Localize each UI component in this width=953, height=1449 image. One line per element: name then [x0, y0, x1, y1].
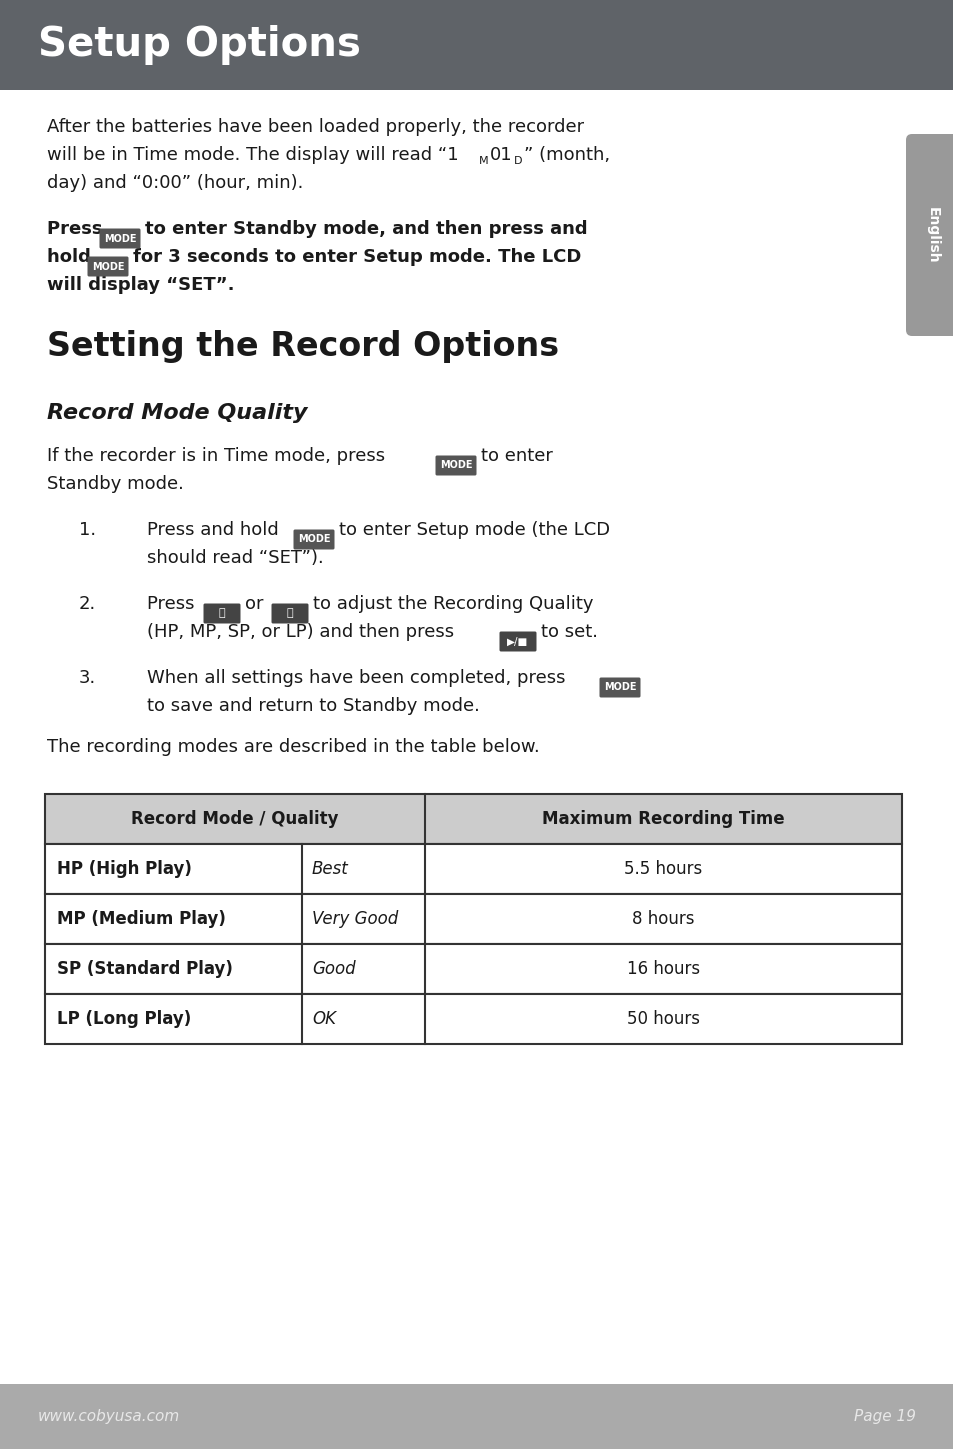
Text: 16 hours: 16 hours [626, 961, 700, 978]
Text: Setting the Record Options: Setting the Record Options [47, 330, 558, 364]
Text: Best: Best [312, 861, 349, 878]
Text: should read “SET”).: should read “SET”). [147, 549, 323, 567]
Text: ⏭: ⏭ [287, 609, 293, 619]
Text: MODE: MODE [297, 535, 330, 545]
Text: 50 hours: 50 hours [626, 1010, 700, 1027]
Text: to set.: to set. [540, 623, 598, 640]
Text: M: M [478, 156, 488, 167]
Text: Standby mode.: Standby mode. [47, 475, 184, 493]
Text: If the recorder is in Time mode, press: If the recorder is in Time mode, press [47, 446, 391, 465]
Text: day) and “0:00” (hour, min).: day) and “0:00” (hour, min). [47, 174, 303, 193]
Text: 8 hours: 8 hours [632, 910, 694, 927]
Text: Setup Options: Setup Options [38, 25, 360, 65]
Text: SP (Standard Play): SP (Standard Play) [57, 961, 233, 978]
Text: The recording modes are described in the table below.: The recording modes are described in the… [47, 738, 539, 756]
Text: www.cobyusa.com: www.cobyusa.com [38, 1408, 180, 1424]
Text: to enter Standby mode, and then press and: to enter Standby mode, and then press an… [145, 220, 587, 238]
FancyBboxPatch shape [905, 133, 953, 336]
Text: English: English [925, 207, 939, 264]
Text: Good: Good [312, 961, 355, 978]
Bar [45, 994, 901, 1043]
FancyBboxPatch shape [435, 455, 476, 475]
Text: MODE: MODE [603, 682, 636, 693]
FancyBboxPatch shape [499, 632, 536, 652]
Text: ” (month,: ” (month, [523, 146, 610, 164]
Text: hold: hold [47, 248, 97, 267]
Text: D: D [514, 156, 522, 167]
Text: 1.: 1. [79, 522, 96, 539]
Text: or: or [245, 596, 269, 613]
Text: OK: OK [312, 1010, 335, 1027]
Text: Very Good: Very Good [312, 910, 397, 927]
Text: After the batteries have been loaded properly, the recorder: After the batteries have been loaded pro… [47, 117, 583, 136]
Text: MODE: MODE [439, 461, 472, 471]
Text: Press and hold: Press and hold [147, 522, 284, 539]
Text: MODE: MODE [104, 233, 136, 243]
Text: Maximum Recording Time: Maximum Recording Time [541, 810, 784, 827]
Bar [0, 1384, 953, 1449]
Text: ▶/■: ▶/■ [507, 636, 528, 646]
Text: 5.5 hours: 5.5 hours [623, 861, 702, 878]
Bar [45, 943, 901, 994]
Text: 2.: 2. [79, 596, 96, 613]
Bar [45, 794, 901, 843]
Text: Page 19: Page 19 [853, 1408, 915, 1424]
Text: will be in Time mode. The display will read “1: will be in Time mode. The display will r… [47, 146, 458, 164]
FancyBboxPatch shape [294, 529, 335, 549]
Text: (HP, MP, SP, or LP) and then press: (HP, MP, SP, or LP) and then press [147, 623, 459, 640]
Text: ⏮: ⏮ [218, 609, 225, 619]
FancyBboxPatch shape [88, 256, 129, 277]
FancyBboxPatch shape [203, 603, 240, 623]
Text: Record Mode Quality: Record Mode Quality [47, 403, 307, 423]
Text: HP (High Play): HP (High Play) [57, 861, 192, 878]
Text: MP (Medium Play): MP (Medium Play) [57, 910, 226, 927]
Text: to enter: to enter [480, 446, 553, 465]
FancyBboxPatch shape [598, 678, 639, 697]
Text: Record Mode / Quality: Record Mode / Quality [132, 810, 338, 827]
Text: LP (Long Play): LP (Long Play) [57, 1010, 191, 1027]
Text: Press: Press [47, 220, 109, 238]
FancyBboxPatch shape [272, 603, 308, 623]
Text: for 3 seconds to enter Setup mode. The LCD: for 3 seconds to enter Setup mode. The L… [132, 248, 580, 267]
Text: to enter Setup mode (the LCD: to enter Setup mode (the LCD [338, 522, 610, 539]
Text: When all settings have been completed, press: When all settings have been completed, p… [147, 669, 571, 687]
Text: Press: Press [147, 596, 200, 613]
Bar [45, 894, 901, 943]
Text: to adjust the Recording Quality: to adjust the Recording Quality [313, 596, 593, 613]
Bar [0, 0, 953, 90]
Bar [45, 843, 901, 894]
FancyBboxPatch shape [99, 229, 140, 248]
Text: MODE: MODE [91, 261, 124, 271]
Text: will display “SET”.: will display “SET”. [47, 275, 234, 294]
Text: to save and return to Standby mode.: to save and return to Standby mode. [147, 697, 479, 714]
Text: 3.: 3. [79, 669, 96, 687]
Text: 01: 01 [490, 146, 512, 164]
